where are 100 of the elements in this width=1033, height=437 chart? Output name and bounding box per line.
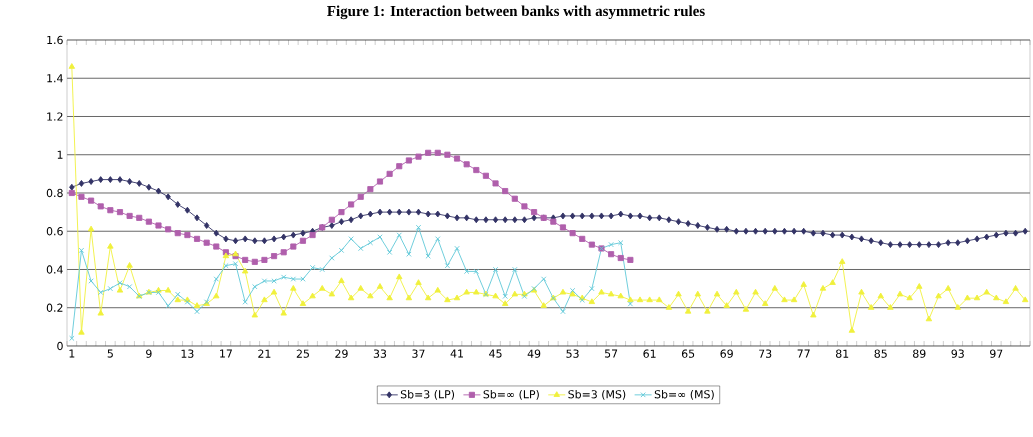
point bbox=[88, 197, 95, 204]
point bbox=[511, 195, 518, 202]
point bbox=[560, 308, 566, 315]
point bbox=[242, 299, 248, 305]
point bbox=[579, 235, 586, 242]
x-tick-label: 5 bbox=[107, 349, 113, 358]
point bbox=[145, 218, 152, 225]
point bbox=[425, 253, 431, 259]
x-tick-label: 17 bbox=[220, 349, 232, 358]
point bbox=[444, 262, 451, 269]
x-tick-label: 77 bbox=[797, 349, 810, 358]
point bbox=[425, 149, 432, 156]
point bbox=[280, 249, 287, 256]
point bbox=[126, 212, 133, 219]
point bbox=[300, 276, 306, 282]
point bbox=[290, 243, 297, 250]
point bbox=[396, 163, 403, 170]
y-tick-label: 0.2 bbox=[46, 303, 63, 312]
point bbox=[454, 245, 460, 252]
x-tick-label: 89 bbox=[913, 349, 926, 358]
y-tick-label: 0.4 bbox=[46, 265, 63, 274]
x-tick-label: 13 bbox=[181, 349, 194, 358]
point bbox=[617, 254, 624, 262]
point bbox=[97, 203, 104, 210]
point bbox=[444, 151, 451, 158]
point bbox=[280, 274, 287, 280]
x-tick-label: 53 bbox=[566, 349, 579, 358]
point bbox=[251, 258, 258, 265]
y-tick-label: 1.6 bbox=[47, 35, 63, 45]
point bbox=[271, 253, 278, 260]
x-tick-label: 45 bbox=[489, 349, 502, 358]
point bbox=[203, 239, 210, 246]
legend-label: Sb=∞ (MS) bbox=[654, 389, 714, 400]
point bbox=[116, 209, 124, 216]
point bbox=[329, 255, 335, 261]
x-tick-label: 65 bbox=[681, 349, 695, 358]
point bbox=[492, 180, 499, 187]
x-tick-label: 97 bbox=[990, 349, 1003, 358]
point bbox=[232, 261, 239, 267]
x-tick-label: 49 bbox=[527, 349, 541, 358]
x-tick-label: 41 bbox=[450, 349, 463, 358]
y-tick-label: 1.4 bbox=[47, 74, 63, 83]
point bbox=[482, 172, 489, 179]
point bbox=[290, 276, 297, 282]
chart-title: Figure 1: Interaction between banks with asymmetric rules bbox=[327, 5, 705, 20]
x-tick-label: 57 bbox=[604, 349, 618, 358]
point bbox=[194, 308, 200, 315]
x-tick-label: 69 bbox=[720, 349, 733, 358]
point bbox=[512, 266, 518, 273]
point bbox=[107, 207, 114, 214]
x-tick-label: 61 bbox=[643, 349, 656, 358]
point bbox=[213, 243, 220, 250]
y-tick-label: 0.8 bbox=[46, 188, 63, 198]
point bbox=[184, 232, 191, 239]
point bbox=[367, 240, 374, 246]
point bbox=[126, 284, 133, 290]
point bbox=[463, 161, 470, 168]
point bbox=[588, 241, 595, 248]
point bbox=[618, 240, 624, 246]
point bbox=[107, 285, 114, 292]
point bbox=[309, 232, 316, 239]
point bbox=[396, 232, 402, 238]
point bbox=[569, 230, 576, 237]
point bbox=[473, 167, 480, 174]
point bbox=[136, 214, 143, 221]
point bbox=[608, 251, 615, 258]
x-tick-label: 21 bbox=[258, 349, 271, 358]
point bbox=[627, 301, 634, 307]
point bbox=[69, 335, 75, 342]
point bbox=[213, 276, 219, 282]
point bbox=[406, 251, 412, 257]
point bbox=[435, 236, 441, 242]
point bbox=[68, 189, 75, 197]
x-tick-label: 81 bbox=[836, 349, 849, 358]
y-tick-label: 1.2 bbox=[47, 112, 63, 121]
point bbox=[357, 193, 364, 200]
point bbox=[627, 256, 634, 263]
point bbox=[502, 188, 509, 195]
point bbox=[175, 291, 181, 298]
point bbox=[531, 209, 538, 216]
point bbox=[348, 236, 354, 242]
point bbox=[559, 224, 566, 231]
point bbox=[608, 241, 614, 248]
point bbox=[98, 289, 104, 296]
point bbox=[319, 266, 325, 273]
legend-label: Sb=∞ (LP) bbox=[483, 389, 539, 400]
x-tick-label: 85 bbox=[874, 349, 887, 358]
point bbox=[88, 278, 94, 284]
point bbox=[78, 193, 85, 200]
point bbox=[405, 157, 412, 164]
point bbox=[338, 209, 345, 216]
point bbox=[434, 149, 441, 156]
y-tick-label: 0.6 bbox=[46, 227, 63, 236]
point bbox=[550, 218, 557, 225]
point bbox=[165, 303, 171, 309]
point bbox=[309, 264, 316, 271]
point bbox=[155, 222, 162, 229]
point bbox=[367, 186, 374, 193]
point bbox=[242, 256, 249, 263]
y-tick-label: 1 bbox=[57, 150, 63, 159]
